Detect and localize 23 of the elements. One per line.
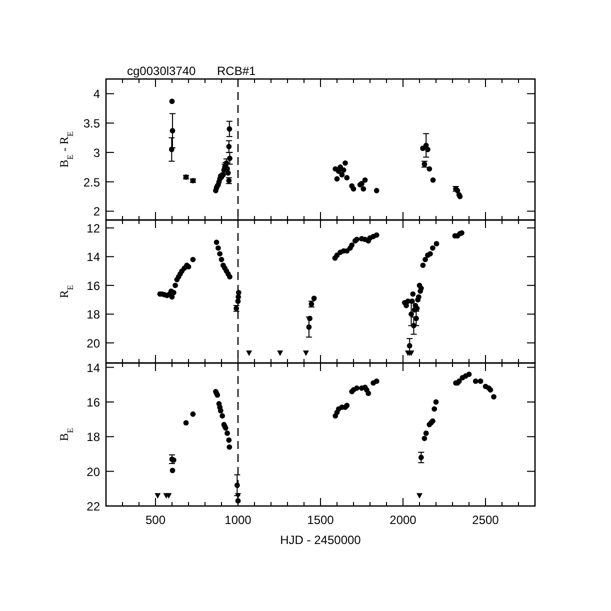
y-tick-label: 12 [86, 221, 100, 236]
x-tick-label: 500 [145, 513, 166, 527]
y-tick-label: 2 [93, 204, 100, 219]
y-tick-label: 14 [86, 250, 100, 264]
y-tick-label: 16 [86, 278, 100, 293]
y-tick-label: 3.5 [83, 116, 100, 131]
x-tick-label: 2000 [390, 513, 417, 527]
y-tick-label: 16 [86, 396, 100, 410]
y-tick-label: 18 [86, 430, 100, 444]
y-tick-label: 4 [93, 87, 100, 102]
y-tick-label: 2.5 [83, 175, 100, 190]
x-axis-title: HJD - 2450000 [280, 533, 362, 547]
text: cg0030l3740 [127, 64, 196, 78]
y-tick-label: 18 [86, 308, 100, 322]
y-tick-label: 3 [93, 146, 100, 160]
y-tick-label: 14 [86, 360, 100, 375]
x-tick-label: 1500 [307, 513, 334, 527]
y-tick-label: 20 [86, 336, 100, 350]
x-tick-label: 1000 [224, 513, 252, 527]
y-tick-label: 22 [86, 500, 100, 514]
x-tick-label: 2500 [472, 513, 500, 527]
y-tick-label: 20 [86, 464, 100, 479]
text: RCB#1 [217, 64, 256, 78]
